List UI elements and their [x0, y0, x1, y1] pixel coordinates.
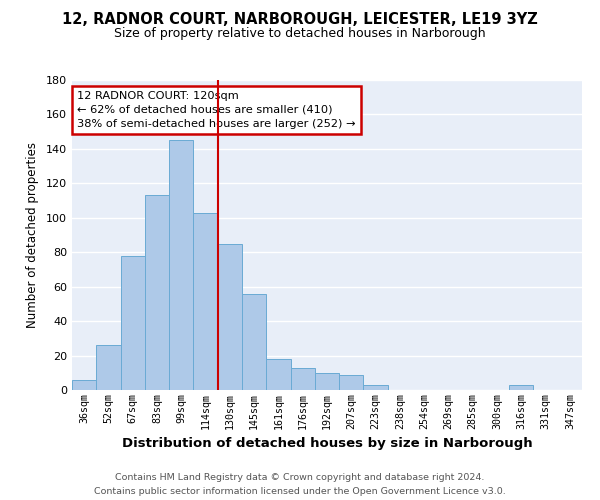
X-axis label: Distribution of detached houses by size in Narborough: Distribution of detached houses by size … [122, 437, 532, 450]
Text: Contains public sector information licensed under the Open Government Licence v3: Contains public sector information licen… [94, 486, 506, 496]
Text: Size of property relative to detached houses in Narborough: Size of property relative to detached ho… [114, 28, 486, 40]
Bar [339, 374, 364, 390]
Bar [121, 256, 145, 390]
Bar [364, 385, 388, 390]
Bar [242, 294, 266, 390]
Bar [96, 345, 121, 390]
Text: Contains HM Land Registry data © Crown copyright and database right 2024.: Contains HM Land Registry data © Crown c… [115, 473, 485, 482]
Text: 12 RADNOR COURT: 120sqm
← 62% of detached houses are smaller (410)
38% of semi-d: 12 RADNOR COURT: 120sqm ← 62% of detache… [77, 91, 356, 129]
Bar [218, 244, 242, 390]
Bar [315, 373, 339, 390]
Bar [266, 359, 290, 390]
Bar [193, 212, 218, 390]
Bar [169, 140, 193, 390]
Text: 12, RADNOR COURT, NARBOROUGH, LEICESTER, LE19 3YZ: 12, RADNOR COURT, NARBOROUGH, LEICESTER,… [62, 12, 538, 28]
Y-axis label: Number of detached properties: Number of detached properties [26, 142, 39, 328]
Bar [145, 196, 169, 390]
Bar [290, 368, 315, 390]
Bar [509, 385, 533, 390]
Bar [72, 380, 96, 390]
